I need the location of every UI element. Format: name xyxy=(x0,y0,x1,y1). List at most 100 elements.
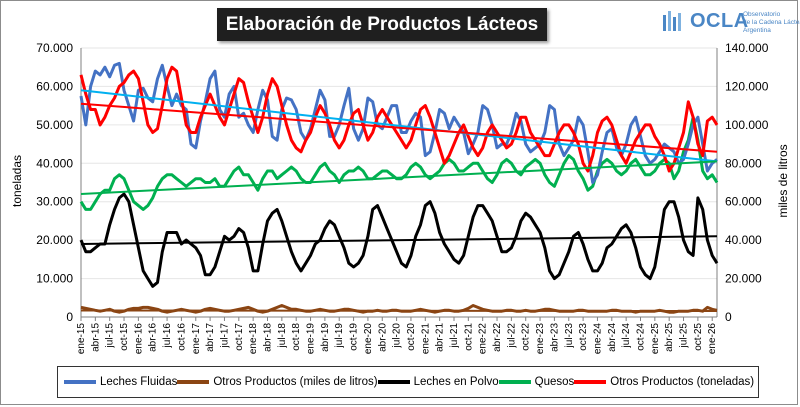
left-tick-label: 30.000 xyxy=(36,195,73,209)
x-tick-label: jul-22 xyxy=(506,323,517,349)
x-tick-label: abr-15 xyxy=(90,323,101,352)
legend-label: Otros Productos (miles de litros) xyxy=(213,376,378,388)
x-tick-label: oct-15 xyxy=(119,323,130,351)
right-tick-label: 40.000 xyxy=(725,233,762,247)
x-tick-label: ene-20 xyxy=(363,323,374,355)
x-tick-label: abr-18 xyxy=(262,323,273,352)
x-tick-label: ene-23 xyxy=(535,323,546,355)
left-axis-label: toneladas xyxy=(10,155,24,207)
x-tick-label: jul-20 xyxy=(392,323,403,349)
x-tick-label: abr-16 xyxy=(148,323,159,352)
trendline-otros-productos-miles-de-litros-trend xyxy=(80,309,718,313)
legend-item: Leches en Polvo xyxy=(377,376,499,388)
legend-item: Otros Productos (miles de litros) xyxy=(177,376,378,388)
x-tick-label: oct-19 xyxy=(349,323,360,351)
legend-label: Leches Fluidas xyxy=(100,376,178,388)
series-line-otros-productos-toneladas xyxy=(79,65,719,173)
right-axis-label: miles de litros xyxy=(776,144,790,217)
series-line-leches-fluidas xyxy=(79,61,718,184)
left-tick-label: 20.000 xyxy=(36,233,73,247)
legend-item: Quesos xyxy=(498,376,575,388)
chart-title: Elaboración de Productos Lácteos xyxy=(217,8,547,41)
x-tick-label: jul-25 xyxy=(679,323,690,349)
gridlines xyxy=(81,47,717,280)
right-tick-label: 120.000 xyxy=(725,79,769,93)
x-tick-label: oct-25 xyxy=(693,323,704,351)
left-tick-label: 40.000 xyxy=(36,156,73,170)
x-tick-label: abr-17 xyxy=(205,323,216,352)
x-tick-label: abr-20 xyxy=(377,323,388,352)
trendline-leches-fluidas-trend xyxy=(80,89,718,163)
x-tick-label: jul-23 xyxy=(564,323,575,349)
left-tick-label: 60.000 xyxy=(36,79,73,93)
right-tick-label: 60.000 xyxy=(725,195,762,209)
left-tick-label: 10.000 xyxy=(36,272,73,286)
x-tick-label: oct-18 xyxy=(291,323,302,351)
x-tick-label: jul-18 xyxy=(277,323,288,349)
legend: Leches Fluidas Otros Productos (miles de … xyxy=(57,366,759,398)
logo-sub-line-2: de la Cadena Láctea xyxy=(743,19,800,26)
x-tick-label: ene-18 xyxy=(248,323,259,355)
legend-swatch xyxy=(64,380,96,384)
x-tick-label: abr-25 xyxy=(664,323,675,352)
x-tick-label: oct-23 xyxy=(578,323,589,351)
x-tick-label: ene-15 xyxy=(76,323,87,355)
legend-swatch xyxy=(377,380,410,384)
legend-label: Leches en Polvo xyxy=(413,376,499,388)
axes xyxy=(80,48,718,318)
legend-swatch xyxy=(574,380,607,384)
ocla-logo-icon xyxy=(663,11,681,31)
x-tick-label: jul-17 xyxy=(219,323,230,349)
x-tick-label: ene-21 xyxy=(420,323,431,355)
trendline-leches-en-polvo-trend xyxy=(80,235,718,245)
left-tick-label: 50.000 xyxy=(36,118,73,132)
series-line-leches-en-polvo xyxy=(79,192,719,288)
x-tick-label: jul-15 xyxy=(105,323,116,349)
legend-label: Quesos xyxy=(534,376,575,388)
x-tick-label: ene-17 xyxy=(191,323,202,355)
x-tick-label: ene-24 xyxy=(592,323,603,355)
series-line-quesos xyxy=(79,115,719,211)
x-tick-label: ene-16 xyxy=(133,323,144,355)
legend-swatch xyxy=(498,380,531,384)
x-tick-label: jul-19 xyxy=(334,323,345,349)
x-tick-label: abr-24 xyxy=(607,323,618,352)
logo-word: OCLA xyxy=(690,10,749,32)
ocla-logo: OCLA Observatorio de la Cadena Láctea Ar… xyxy=(661,7,800,41)
right-tick-label: 0 xyxy=(725,310,732,324)
x-tick-label: abr-22 xyxy=(492,323,503,352)
x-axis-ticks: ene-15 abr-15 jul-15 oct-15 ene-16 abr-16 jul-… xyxy=(76,317,718,354)
left-tick-label: 70.000 xyxy=(36,41,73,55)
left-axis-ticks: 0 10.000 20.000 30.000 40.000 50.000 60.000 70.… xyxy=(36,41,73,324)
x-tick-label: ene-26 xyxy=(707,323,718,355)
x-tick-label: oct-17 xyxy=(234,323,245,351)
x-tick-label: abr-21 xyxy=(435,323,446,352)
trendline-quesos-trend xyxy=(80,160,718,196)
left-tick-label: 0 xyxy=(66,310,73,324)
x-tick-label: oct-20 xyxy=(406,323,417,351)
legend-label: Otros Productos (toneladas) xyxy=(610,376,755,388)
right-axis-ticks: 0 20.000 40.000 60.000 80.000 100.000 120.000 1… xyxy=(725,41,769,324)
right-tick-label: 80.000 xyxy=(725,156,762,170)
legend-item: Leches Fluidas xyxy=(64,376,177,388)
logo-sub-line-3: Argentina xyxy=(743,27,771,34)
x-tick-label: ene-22 xyxy=(478,323,489,355)
legend-item: Otros Productos (toneladas) xyxy=(574,376,754,388)
right-tick-label: 100.000 xyxy=(725,118,769,132)
x-tick-label: oct-22 xyxy=(521,323,532,351)
legend-swatch xyxy=(177,380,210,384)
x-tick-label: oct-16 xyxy=(176,323,187,351)
trendline-otros-productos-toneladas-trend xyxy=(80,102,718,153)
x-tick-label: abr-19 xyxy=(320,323,331,352)
x-tick-label: jul-16 xyxy=(162,323,173,349)
x-tick-label: abr-23 xyxy=(549,323,560,352)
right-tick-label: 140.000 xyxy=(725,41,769,55)
x-tick-label: ene-19 xyxy=(306,323,317,355)
x-tick-label: jul-21 xyxy=(449,323,460,349)
right-tick-label: 20.000 xyxy=(725,272,762,286)
x-tick-label: oct-24 xyxy=(635,323,646,351)
trend-layer xyxy=(80,89,718,313)
x-tick-label: oct-21 xyxy=(463,323,474,351)
